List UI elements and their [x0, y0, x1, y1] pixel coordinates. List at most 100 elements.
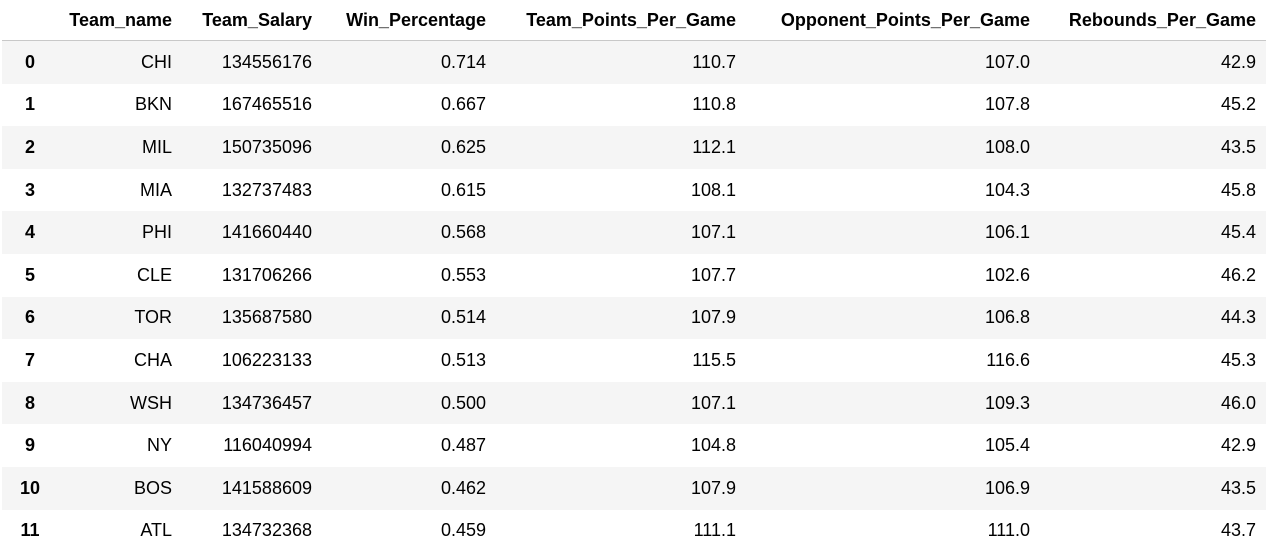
cell-team-salary: 135687580 — [221, 307, 312, 328]
cell-team-name: CHI — [141, 51, 172, 72]
cell-team-salary: 150735096 — [221, 136, 312, 157]
cell-opponent-points-per-game: 102.6 — [984, 264, 1030, 285]
cell-rebounds-per-game: 45.4 — [1220, 222, 1256, 243]
cell-team-name: TOR — [134, 307, 172, 328]
cell-rebounds-per-game: 43.5 — [1220, 477, 1256, 498]
cell-rebounds-per-game: 44.3 — [1220, 307, 1256, 328]
cell-team-name: MIA — [139, 179, 172, 200]
column-header-win-percentage: Win_Percentage — [322, 0, 496, 41]
cell-team-points-per-game: 107.9 — [690, 477, 736, 498]
cell-team-points-per-game: 108.1 — [690, 179, 736, 200]
column-header-team-salary: Team_Salary — [182, 0, 322, 41]
row-index: 1 — [24, 94, 35, 115]
cell-win-percentage: 0.568 — [440, 222, 486, 243]
cell-win-percentage: 0.513 — [440, 349, 486, 370]
cell-team-points-per-game: 107.1 — [690, 222, 736, 243]
cell-rebounds-per-game: 43.7 — [1220, 520, 1256, 541]
cell-team-salary: 167465516 — [221, 94, 312, 115]
cell-opponent-points-per-game: 109.3 — [984, 392, 1030, 413]
cell-opponent-points-per-game: 111.0 — [987, 520, 1030, 541]
row-index: 2 — [24, 136, 35, 157]
cell-team-points-per-game: 112.1 — [692, 136, 736, 157]
cell-rebounds-per-game: 45.8 — [1220, 179, 1256, 200]
cell-team-name: BKN — [134, 94, 172, 115]
table-header: Team_name Team_Salary Win_Percentage Tea… — [2, 0, 1266, 41]
cell-team-salary: 141588609 — [221, 477, 312, 498]
table-row: 6 TOR 135687580 0.514 107.9 106.8 44.3 — [2, 296, 1266, 340]
cell-opponent-points-per-game: 107.8 — [984, 94, 1030, 115]
cell-win-percentage: 0.553 — [440, 264, 486, 285]
cell-win-percentage: 0.459 — [440, 520, 486, 541]
cell-win-percentage: 0.500 — [440, 392, 486, 413]
cell-team-points-per-game: 104.8 — [690, 435, 736, 456]
cell-opponent-points-per-game: 106.9 — [984, 477, 1030, 498]
cell-opponent-points-per-game: 105.4 — [984, 435, 1030, 456]
row-index: 7 — [24, 349, 35, 370]
row-index: 4 — [24, 222, 35, 243]
cell-rebounds-per-game: 45.3 — [1220, 349, 1256, 370]
cell-team-name: WSH — [130, 392, 172, 413]
table-row: 2 MIL 150735096 0.625 112.1 108.0 43.5 — [2, 126, 1266, 169]
row-index: 11 — [20, 520, 40, 541]
cell-team-points-per-game: 107.7 — [690, 264, 736, 285]
cell-win-percentage: 0.667 — [440, 94, 486, 115]
cell-team-salary: 134556176 — [221, 51, 312, 72]
column-header-rebounds-per-game: Rebounds_Per_Game — [1040, 0, 1266, 41]
row-index: 8 — [24, 392, 35, 413]
cell-rebounds-per-game: 42.9 — [1220, 435, 1256, 456]
cell-opponent-points-per-game: 106.8 — [984, 307, 1030, 328]
table-body: 0 CHI 134556176 0.714 110.7 107.0 42.9 1 BKN 1674… — [2, 40, 1266, 551]
cell-opponent-points-per-game: 104.3 — [984, 179, 1030, 200]
cell-team-name: ATL — [140, 520, 172, 541]
cell-win-percentage: 0.714 — [440, 51, 486, 72]
cell-team-salary: 132737483 — [221, 179, 312, 200]
cell-team-points-per-game: 111.1 — [693, 520, 736, 541]
table-row: 0 CHI 134556176 0.714 110.7 107.0 42.9 — [2, 40, 1266, 84]
table-row: 7 CHA 106223133 0.513 115.5 116.6 45.3 — [2, 339, 1266, 382]
cell-team-name: BOS — [133, 477, 172, 498]
table-row: 3 MIA 132737483 0.615 108.1 104.3 45.8 — [2, 168, 1266, 212]
cell-rebounds-per-game: 43.5 — [1220, 136, 1256, 157]
row-index: 5 — [24, 264, 35, 285]
row-index: 10 — [19, 477, 41, 498]
header-row: Team_name Team_Salary Win_Percentage Tea… — [2, 0, 1266, 41]
row-index: 0 — [24, 51, 35, 72]
table-row: 8 WSH 134736457 0.500 107.1 109.3 46.0 — [2, 381, 1266, 425]
column-header-opponent-points-per-game: Opponent_Points_Per_Game — [746, 0, 1040, 41]
row-index: 9 — [24, 435, 35, 456]
cell-rebounds-per-game: 46.2 — [1220, 264, 1256, 285]
cell-team-salary: 131706266 — [221, 264, 312, 285]
column-header-team-name: Team_name — [58, 0, 182, 41]
cell-team-points-per-game: 110.7 — [692, 51, 736, 72]
table-row: 9 NY 116040994 0.487 104.8 105.4 42.9 — [2, 424, 1266, 467]
cell-win-percentage: 0.462 — [440, 477, 486, 498]
table-row: 1 BKN 167465516 0.667 110.8 107.8 45.2 — [2, 83, 1266, 127]
index-header — [2, 0, 58, 41]
cell-opponent-points-per-game: 106.1 — [984, 222, 1030, 243]
row-index: 3 — [24, 179, 35, 200]
column-header-team-points-per-game: Team_Points_Per_Game — [496, 0, 746, 41]
cell-rebounds-per-game: 42.9 — [1220, 51, 1256, 72]
table-row: 5 CLE 131706266 0.553 107.7 102.6 46.2 — [2, 253, 1266, 297]
table-row: 4 PHI 141660440 0.568 107.1 106.1 45.4 — [2, 211, 1266, 254]
cell-team-salary: 106223133 — [221, 349, 312, 370]
cell-team-points-per-game: 107.1 — [690, 392, 736, 413]
cell-team-name: NY — [146, 435, 172, 456]
cell-team-name: MIL — [141, 136, 172, 157]
table-row: 10 BOS 141588609 0.462 107.9 106.9 43.5 — [2, 466, 1266, 510]
table-row: 11 ATL 134732368 0.459 111.1 111.0 43.7 — [2, 509, 1266, 551]
cell-team-points-per-game: 115.5 — [692, 349, 736, 370]
cell-win-percentage: 0.615 — [440, 179, 486, 200]
cell-opponent-points-per-game: 108.0 — [984, 136, 1030, 157]
cell-win-percentage: 0.514 — [440, 307, 486, 328]
cell-team-salary: 134732368 — [221, 520, 312, 541]
cell-rebounds-per-game: 46.0 — [1220, 392, 1256, 413]
cell-team-points-per-game: 107.9 — [690, 307, 736, 328]
cell-opponent-points-per-game: 116.6 — [986, 349, 1030, 370]
cell-win-percentage: 0.487 — [440, 435, 486, 456]
cell-opponent-points-per-game: 107.0 — [984, 51, 1030, 72]
cell-team-points-per-game: 110.8 — [692, 94, 736, 115]
cell-team-salary: 141660440 — [221, 222, 312, 243]
